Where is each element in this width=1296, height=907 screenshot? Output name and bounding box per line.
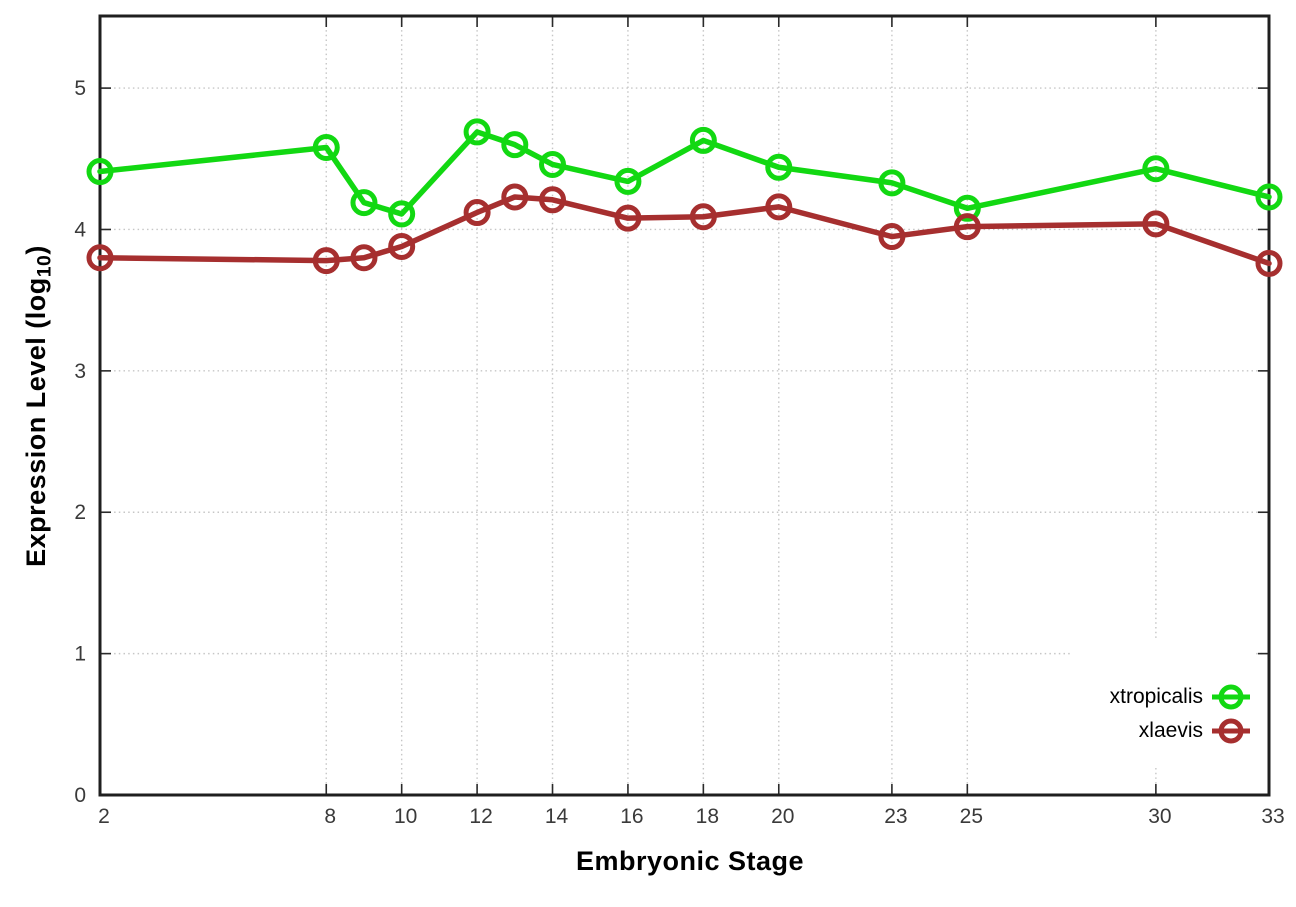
y-tick-label: 3 xyxy=(74,360,86,383)
data-point-xlaevis xyxy=(765,193,793,221)
data-point-xlaevis xyxy=(388,232,416,260)
legend-item-xtropicalis: xtropicalis xyxy=(1110,680,1250,714)
data-point-xtropicalis xyxy=(1142,155,1170,183)
y-tick-label: 1 xyxy=(74,643,86,666)
data-point-xtropicalis xyxy=(539,150,567,178)
data-point-xtropicalis xyxy=(765,153,793,181)
data-point-xtropicalis xyxy=(463,118,491,146)
data-point-xtropicalis xyxy=(350,189,378,217)
data-point-xlaevis xyxy=(312,247,340,275)
data-point-xtropicalis xyxy=(614,167,642,195)
x-tick-label: 25 xyxy=(960,805,983,828)
data-point-xlaevis xyxy=(350,244,378,272)
y-tick-label: 0 xyxy=(74,784,86,807)
data-point-xtropicalis xyxy=(878,169,906,197)
y-tick-label: 2 xyxy=(74,501,86,524)
x-axis-title: Embryonic Stage xyxy=(575,846,805,876)
data-point-xlaevis xyxy=(689,203,717,231)
x-tick-label: 8 xyxy=(324,805,336,828)
legend-marker-xtropicalis-icon xyxy=(1212,684,1250,710)
series-line-xtropicalis xyxy=(97,129,1272,217)
data-point-xtropicalis xyxy=(1255,183,1283,211)
x-tick-label: 2 xyxy=(98,805,110,828)
legend-item-xlaevis: xlaevis xyxy=(1139,714,1250,748)
x-tick-label: 14 xyxy=(545,805,569,828)
x-tick-label: 23 xyxy=(884,805,907,828)
legend-marker-xlaevis-icon xyxy=(1212,718,1250,744)
y-tick-label: 5 xyxy=(74,77,86,100)
x-tick-label: 12 xyxy=(469,805,492,828)
x-tick-label: 18 xyxy=(696,805,719,828)
data-point-xlaevis xyxy=(614,204,642,232)
y-axis-title: Expression Level (log10) xyxy=(21,240,55,572)
x-tick-label: 33 xyxy=(1261,805,1284,828)
legend-label-xtropicalis: xtropicalis xyxy=(1109,685,1203,708)
x-tick-label: 16 xyxy=(620,805,643,828)
legend: xtropicalis xlaevis xyxy=(1072,640,1256,768)
y-axis-title-subscript: 10 xyxy=(33,254,56,278)
data-point-xtropicalis xyxy=(312,133,340,161)
data-point-xtropicalis xyxy=(86,158,114,186)
series-line-xlaevis xyxy=(97,194,1272,267)
data-point-xtropicalis xyxy=(689,126,717,154)
y-tick-label: 4 xyxy=(74,218,86,241)
plot-border xyxy=(98,14,1271,797)
data-point-xlaevis xyxy=(953,213,981,241)
x-tick-label: 30 xyxy=(1148,805,1171,828)
data-point-xlaevis xyxy=(463,199,491,227)
x-tick-label: 10 xyxy=(394,805,417,828)
data-point-xlaevis xyxy=(1142,210,1170,238)
data-point-xlaevis xyxy=(539,186,567,214)
legend-label-xlaevis: xlaevis xyxy=(1138,719,1203,742)
data-point-xlaevis xyxy=(878,223,906,251)
data-point-xtropicalis xyxy=(388,200,416,228)
y-axis-title-close: ) xyxy=(21,245,51,255)
x-tick-label: 20 xyxy=(771,805,794,828)
y-axis-title-text: Expression Level (log xyxy=(21,277,51,567)
data-point-xlaevis xyxy=(86,244,114,272)
data-point-xtropicalis xyxy=(501,131,529,159)
data-point-xtropicalis xyxy=(953,194,981,222)
data-point-xlaevis xyxy=(501,183,529,211)
data-point-xlaevis xyxy=(1255,249,1283,277)
